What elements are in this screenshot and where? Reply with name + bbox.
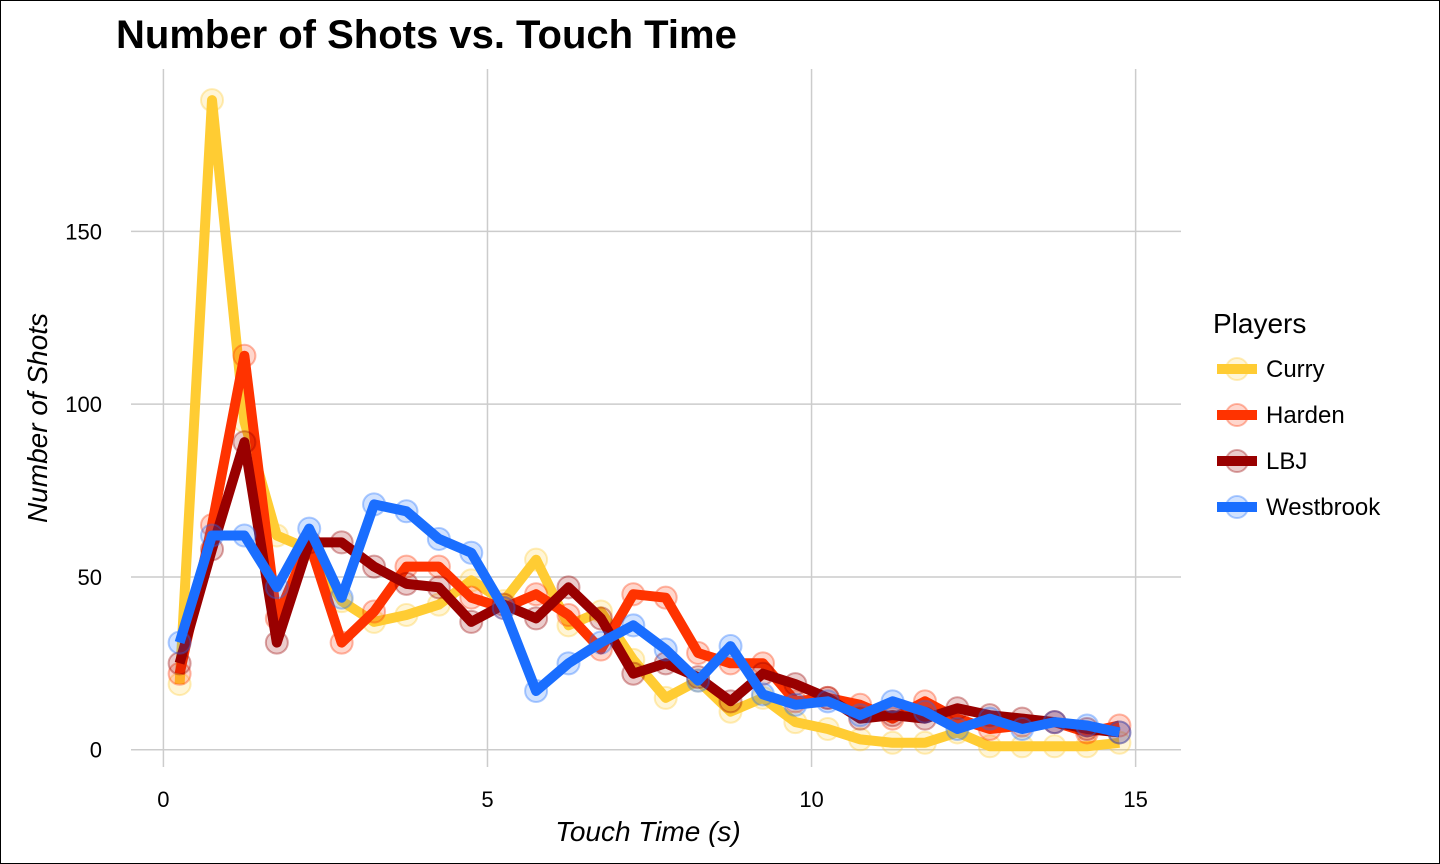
legend: Players Curry Harden LBJ Westbrook bbox=[1213, 308, 1381, 521]
chart-title: Number of Shots vs. Touch Time bbox=[116, 13, 737, 57]
y-axis-title: Number of Shots bbox=[22, 313, 53, 523]
legend-title: Players bbox=[1213, 308, 1306, 339]
grid bbox=[131, 69, 1181, 767]
legend-label-westbrook: Westbrook bbox=[1266, 494, 1381, 521]
x-tick-label: 15 bbox=[1123, 787, 1147, 812]
x-tick-label: 10 bbox=[799, 787, 823, 812]
series-layer bbox=[167, 88, 1132, 759]
legend-label-lbj: LBJ bbox=[1266, 448, 1307, 475]
y-tick-label: 100 bbox=[65, 392, 102, 417]
y-tick-label: 50 bbox=[78, 565, 102, 590]
series-lbj bbox=[167, 430, 1132, 745]
legend-item-westbrook: Westbrook bbox=[1217, 494, 1381, 521]
x-axis-title: Touch Time (s) bbox=[555, 816, 740, 847]
legend-item-lbj: LBJ bbox=[1217, 448, 1307, 475]
y-tick-label: 0 bbox=[90, 738, 102, 763]
legend-label-harden: Harden bbox=[1266, 402, 1345, 429]
legend-label-curry: Curry bbox=[1266, 356, 1325, 383]
series-westbrook bbox=[167, 492, 1132, 745]
y-tick-label: 150 bbox=[65, 219, 102, 244]
legend-items: Curry Harden LBJ Westbrook bbox=[1217, 356, 1381, 521]
x-tick-label: 0 bbox=[157, 787, 169, 812]
legend-item-harden: Harden bbox=[1217, 402, 1345, 429]
series-curry bbox=[167, 88, 1132, 759]
series-line-lbj bbox=[174, 437, 1120, 738]
series-line-curry bbox=[174, 95, 1120, 752]
series-line-harden bbox=[174, 350, 1121, 738]
series-line-westbrook bbox=[174, 499, 1121, 738]
legend-item-curry: Curry bbox=[1217, 356, 1325, 383]
x-tick-label: 5 bbox=[481, 787, 493, 812]
